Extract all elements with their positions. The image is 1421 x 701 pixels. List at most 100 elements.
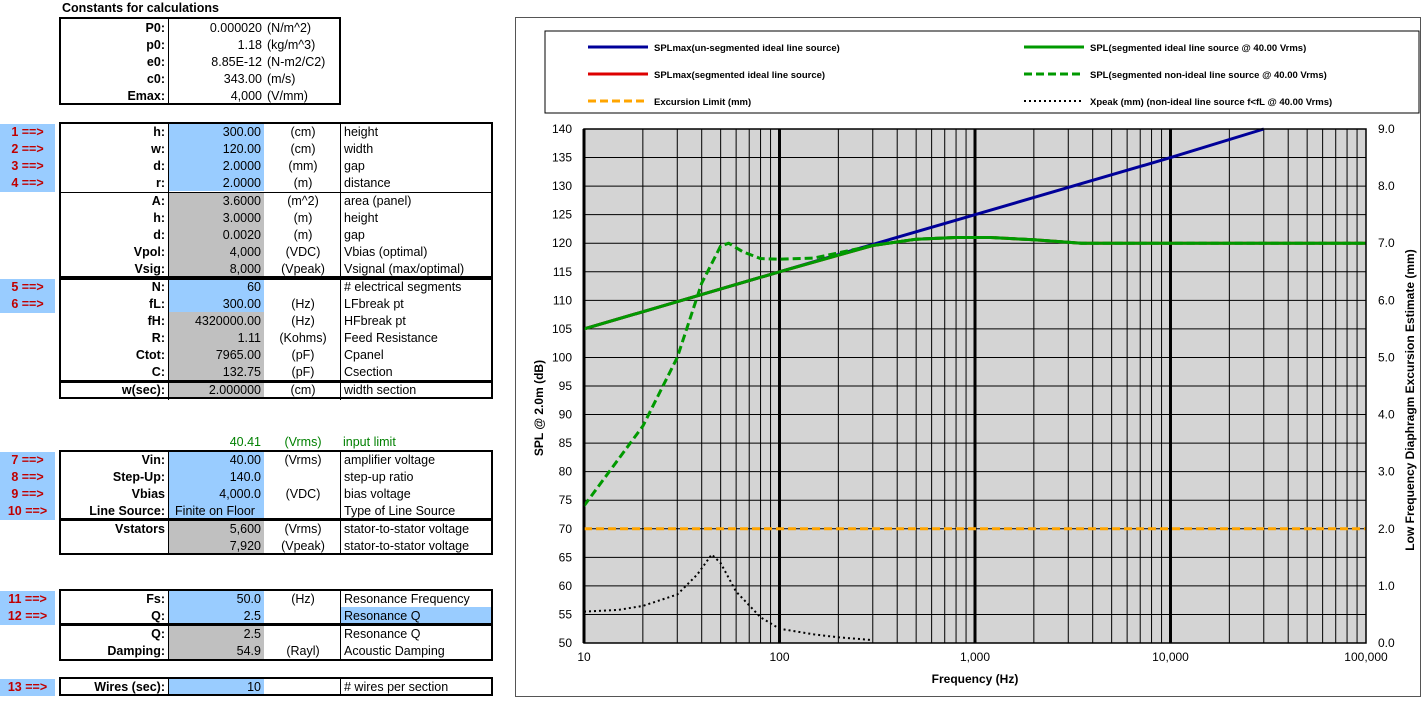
- x-tick-label: 100: [769, 650, 789, 664]
- input-arrow-label: 1 ==>: [0, 124, 55, 141]
- row-unit: [266, 279, 340, 296]
- row-desc: Csection: [344, 365, 393, 379]
- input-cell[interactable]: 2.0000: [222, 176, 261, 190]
- y-tick-label: 130: [552, 179, 572, 193]
- y2-tick-label: 6.0: [1378, 293, 1395, 307]
- row-label: r:: [155, 176, 165, 190]
- row-label: w(sec):: [121, 383, 165, 397]
- input-cell[interactable]: Finite on Floor: [175, 504, 255, 518]
- legend-label: SPLmax(segmented ideal line source): [654, 70, 825, 81]
- y-tick-label: 70: [559, 522, 573, 536]
- plot-border: [583, 128, 1367, 644]
- row-unit: (Vpeak): [281, 262, 325, 276]
- row-label: Fs:: [146, 592, 165, 606]
- y2-tick-label: 2.0: [1378, 522, 1395, 536]
- constant-label: e0:: [146, 55, 165, 69]
- input-cell[interactable]: 300.00: [222, 297, 261, 311]
- y-tick-label: 60: [559, 579, 573, 593]
- row-unit: (cm): [290, 125, 316, 139]
- computed-fill: [169, 520, 264, 554]
- y2-tick-label: 8.0: [1378, 179, 1395, 193]
- row-label: w:: [151, 142, 165, 156]
- row-unit: (pF): [291, 348, 315, 362]
- row-desc: Acoustic Damping: [344, 644, 445, 658]
- constant-label: P0:: [145, 21, 165, 35]
- y2-axis-label: Low Frequency Diaphragm Excursion Estima…: [1403, 249, 1417, 550]
- spl-chart: SPLmax(un-segmented ideal line source) SP…: [532, 30, 1420, 686]
- legend-box: [544, 30, 1420, 114]
- input-cell[interactable]: 60: [247, 280, 261, 294]
- wires-box: [59, 677, 493, 696]
- input-fill: [169, 451, 264, 519]
- row-desc: # wires per section: [344, 680, 449, 694]
- row-unit: [266, 608, 340, 625]
- input-arrow-label: 4 ==>: [0, 175, 55, 192]
- divider: [168, 589, 169, 661]
- y-tick-label: 110: [553, 293, 572, 307]
- input-cell[interactable]: 40.00: [229, 453, 261, 467]
- divider: [168, 122, 169, 400]
- constant-value: 4,000: [230, 89, 262, 103]
- input-cell[interactable]: 50.0: [236, 592, 261, 606]
- row-desc: Feed Resistance: [344, 331, 438, 345]
- row-unit: (mm): [288, 159, 318, 173]
- row-value: 3.6000: [222, 194, 261, 208]
- constant-unit: (V/mm): [267, 89, 308, 103]
- input-cell[interactable]: 120.00: [222, 142, 261, 156]
- input-cell[interactable]: 2.0000: [222, 159, 261, 173]
- y-tick-label: 120: [552, 236, 572, 250]
- wsec-box: [59, 381, 493, 399]
- row-label: fH:: [147, 314, 165, 328]
- constant-value: 8.85E-12: [211, 55, 262, 69]
- input-cell[interactable]: 300.00: [222, 125, 261, 139]
- constant-value: 343.00: [223, 72, 262, 86]
- y-tick-label: 125: [552, 208, 572, 222]
- row-unit: [266, 626, 340, 643]
- input-arrow-label: 11 ==>: [0, 591, 55, 608]
- row-desc: distance: [344, 176, 391, 190]
- row-unit: [266, 679, 340, 696]
- input-cell[interactable]: 140.0: [229, 470, 261, 484]
- constants-title: Constants for calculations: [62, 1, 219, 15]
- row-value: 1.11: [237, 331, 261, 345]
- row-desc: height: [344, 125, 379, 139]
- row-desc: width: [344, 142, 374, 156]
- y-axis-label: SPL @ 2.0m (dB): [532, 360, 546, 456]
- row-desc: Resonance Q: [344, 627, 421, 641]
- chart-area[interactable]: SPLmax(un-segmented ideal line source) SP…: [515, 17, 1421, 697]
- input-arrow-label: 12 ==>: [0, 608, 55, 625]
- constant-unit: (kg/m^3): [267, 38, 316, 52]
- row-unit: (Hz): [291, 314, 315, 328]
- input-cell[interactable]: 2.5: [243, 609, 261, 623]
- row-desc: step-up ratio: [344, 470, 414, 484]
- row-unit: (m): [293, 176, 313, 190]
- y-tick-label: 100: [552, 350, 572, 364]
- row-desc: stator-to-stator voltage: [344, 539, 470, 553]
- row-label: N:: [151, 280, 165, 294]
- divider: [340, 122, 341, 400]
- computed-fill: [169, 312, 264, 398]
- y2-tick-label: 0.0: [1378, 636, 1395, 650]
- row-value: 0.0020: [222, 228, 261, 242]
- row-desc: LFbreak pt: [344, 297, 404, 311]
- y-tick-label: 135: [552, 151, 572, 165]
- legend-label: Excursion Limit (mm): [654, 97, 751, 108]
- input-arrow-label: 13 ==>: [0, 679, 55, 696]
- row-desc: bias voltage: [344, 487, 411, 501]
- row-label: Vstators: [114, 522, 165, 536]
- input-cell[interactable]: 10: [247, 680, 261, 694]
- row-desc: amplifier voltage: [344, 453, 436, 467]
- row-unit: (Vrms): [284, 453, 322, 467]
- x-tick-label: 1,000: [960, 650, 990, 664]
- row-value: 2.5: [243, 627, 261, 641]
- input-cell[interactable]: 4,000.0: [219, 487, 261, 501]
- y-tick-label: 50: [559, 636, 573, 650]
- row-desc: stator-to-stator voltage: [344, 522, 470, 536]
- row-unit: (m^2): [287, 194, 319, 208]
- row-value: 7,920: [229, 539, 261, 553]
- row-value: 7965.00: [215, 348, 261, 362]
- row-unit: (m): [293, 211, 313, 225]
- input-arrow-label: 10 ==>: [0, 503, 55, 520]
- input-arrow-label: 2 ==>: [0, 141, 55, 158]
- row-unit: (cm): [290, 383, 316, 397]
